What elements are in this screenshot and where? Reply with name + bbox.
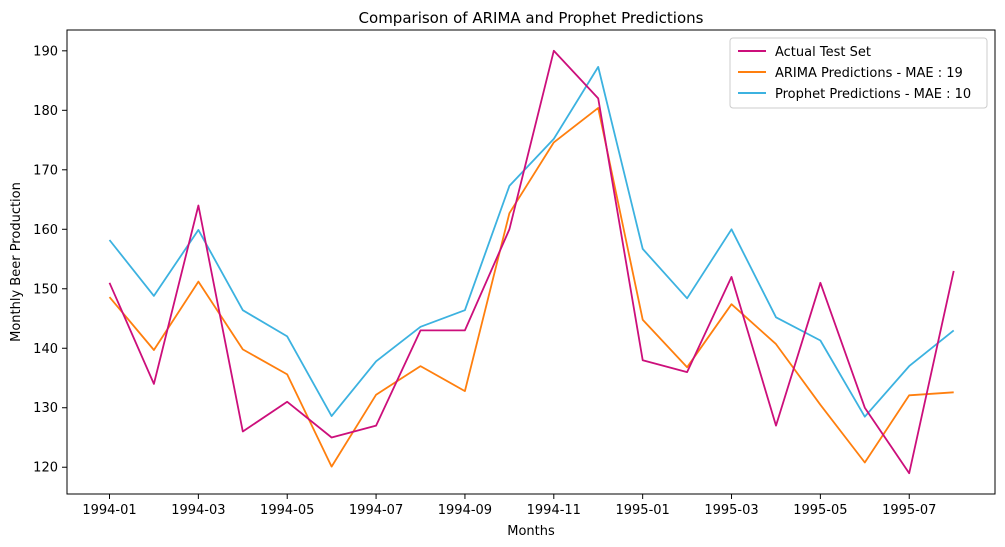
x-tick-label: 1995-07	[882, 503, 936, 518]
legend-label-prophet: Prophet Predictions - MAE : 10	[775, 87, 971, 102]
x-tick-label: 1994-03	[171, 503, 225, 518]
series-line-arima	[108, 107, 954, 468]
plot-lines	[108, 49, 955, 475]
x-axis: 1994-01 1994-03 1994-05 1994-07 1994-09 1994-…	[82, 494, 936, 518]
x-tick-label: 1994-05	[260, 503, 314, 518]
legend: Actual Test Set ARIMA Predictions - MAE …	[729, 37, 988, 109]
x-axis-label: Months	[507, 524, 555, 539]
y-tick-label: 160	[33, 223, 58, 238]
legend-label-arima: ARIMA Predictions - MAE : 19	[775, 66, 963, 81]
y-tick-label: 120	[33, 461, 58, 476]
y-axis: 120 130 140 150 160 170 180 190	[33, 44, 67, 476]
x-tick-label: 1995-01	[615, 503, 669, 518]
y-tick-label: 150	[33, 282, 58, 297]
x-tick-label: 1994-11	[527, 503, 581, 518]
legend-frame	[729, 37, 988, 109]
x-tick-label: 1994-01	[82, 503, 136, 518]
y-tick-label: 170	[33, 163, 58, 178]
x-tick-label: 1995-03	[704, 503, 758, 518]
y-tick-label: 130	[33, 401, 58, 416]
plot-frame	[66, 29, 996, 495]
x-tick-label: 1994-07	[349, 503, 403, 518]
y-tick-label: 140	[33, 342, 58, 357]
x-tick-label: 1995-05	[793, 503, 847, 518]
series-line-prophet	[108, 66, 955, 418]
series-line-actual	[108, 49, 955, 475]
y-tick-label: 190	[33, 44, 58, 59]
chart-title: Comparison of ARIMA and Prophet Predicti…	[359, 9, 704, 27]
legend-label-actual: Actual Test Set	[775, 45, 871, 60]
y-tick-label: 180	[33, 104, 58, 119]
y-axis-label: Monthly Beer Production	[9, 182, 24, 342]
x-tick-label: 1994-09	[438, 503, 492, 518]
